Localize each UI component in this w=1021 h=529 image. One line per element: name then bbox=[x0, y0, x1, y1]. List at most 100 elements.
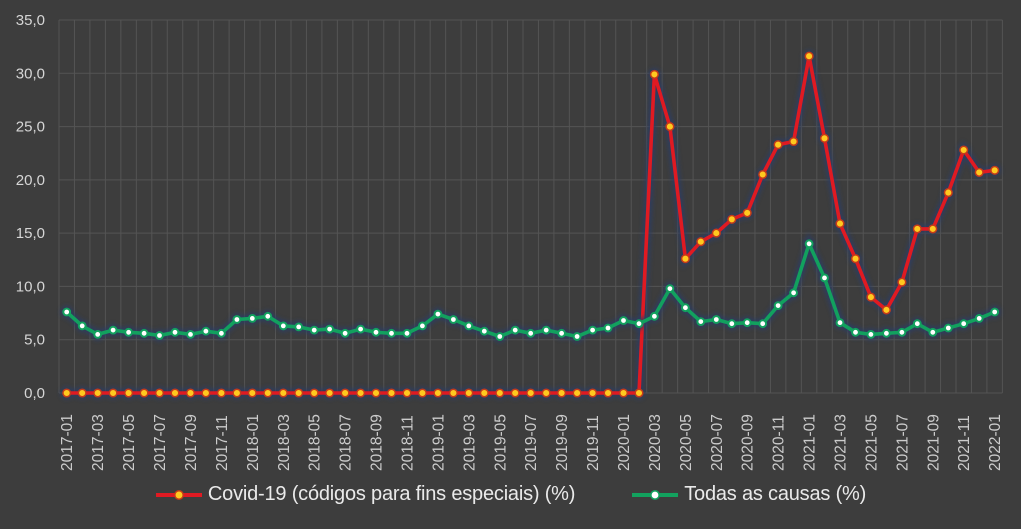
covid-series-marker[interactable] bbox=[835, 219, 845, 229]
covid-series-marker[interactable] bbox=[448, 388, 458, 398]
todas-series-marker[interactable] bbox=[820, 273, 829, 283]
todas-series-marker[interactable] bbox=[510, 325, 520, 335]
todas-series-marker[interactable] bbox=[557, 328, 566, 338]
todas-series-marker[interactable] bbox=[634, 319, 644, 329]
todas-series-marker[interactable] bbox=[572, 332, 582, 341]
covid-series-marker[interactable] bbox=[618, 388, 629, 398]
todas-series-marker[interactable] bbox=[139, 328, 149, 338]
todas-series-marker[interactable] bbox=[928, 327, 938, 337]
covid-series-marker[interactable] bbox=[402, 388, 412, 398]
covid-series-marker[interactable] bbox=[93, 388, 103, 398]
covid-series-marker[interactable] bbox=[928, 224, 938, 234]
covid-series-marker[interactable] bbox=[881, 305, 891, 315]
todas-series-marker[interactable] bbox=[77, 321, 87, 331]
covid-series-marker[interactable] bbox=[124, 388, 134, 398]
covid-series-marker[interactable] bbox=[139, 388, 149, 398]
todas-series-marker[interactable] bbox=[186, 330, 195, 339]
todas-series-marker[interactable] bbox=[402, 328, 412, 338]
covid-series-marker[interactable] bbox=[495, 388, 505, 398]
todas-series-marker[interactable] bbox=[959, 319, 969, 329]
todas-series-marker[interactable] bbox=[371, 327, 381, 337]
covid-series-marker[interactable] bbox=[356, 388, 366, 398]
todas-series-marker[interactable] bbox=[943, 323, 953, 333]
covid-series-marker[interactable] bbox=[294, 388, 304, 398]
covid-series-marker[interactable] bbox=[526, 388, 536, 398]
todas-series-marker[interactable] bbox=[990, 307, 1000, 317]
covid-series-marker[interactable] bbox=[185, 388, 196, 398]
covid-series-marker[interactable] bbox=[665, 122, 675, 132]
covid-series-marker[interactable] bbox=[340, 388, 350, 398]
todas-series-marker[interactable] bbox=[804, 239, 814, 249]
todas-series-marker[interactable] bbox=[526, 328, 536, 338]
covid-series-marker[interactable] bbox=[108, 388, 118, 398]
covid-series-marker[interactable] bbox=[263, 388, 273, 398]
covid-series-marker[interactable] bbox=[572, 388, 582, 398]
todas-series-marker[interactable] bbox=[449, 315, 458, 324]
todas-series-marker[interactable] bbox=[340, 328, 350, 338]
todas-series-marker[interactable] bbox=[278, 321, 288, 331]
covid-series-marker[interactable] bbox=[850, 254, 861, 264]
todas-series-marker[interactable] bbox=[217, 328, 226, 338]
todas-series-marker[interactable] bbox=[479, 326, 489, 336]
covid-series-marker[interactable] bbox=[649, 69, 659, 79]
covid-series-marker[interactable] bbox=[974, 167, 984, 177]
todas-series-marker[interactable] bbox=[495, 332, 505, 341]
todas-series-marker[interactable] bbox=[93, 330, 103, 339]
todas-series-marker[interactable] bbox=[108, 325, 118, 335]
todas-series-marker[interactable] bbox=[155, 331, 164, 340]
covid-series-marker[interactable] bbox=[479, 388, 489, 398]
todas-series-marker[interactable] bbox=[294, 322, 304, 332]
todas-series-marker[interactable] bbox=[727, 319, 737, 329]
todas-series-marker[interactable] bbox=[619, 316, 628, 325]
covid-series-marker[interactable] bbox=[541, 388, 551, 398]
covid-series-marker[interactable] bbox=[510, 388, 520, 398]
covid-series-marker[interactable] bbox=[897, 277, 907, 287]
covid-series-marker[interactable] bbox=[433, 388, 443, 398]
todas-series-marker[interactable] bbox=[650, 311, 659, 321]
legend-item-covid[interactable]: Covid-19 (códigos para fins especiais) (… bbox=[155, 483, 575, 506]
covid-series-marker[interactable] bbox=[417, 388, 427, 398]
todas-series-marker[interactable] bbox=[62, 307, 72, 317]
todas-series-marker[interactable] bbox=[263, 311, 273, 321]
todas-series-marker[interactable] bbox=[418, 321, 427, 331]
covid-series-marker[interactable] bbox=[278, 388, 288, 398]
todas-series-marker[interactable] bbox=[758, 319, 768, 329]
todas-series-marker[interactable] bbox=[882, 328, 891, 338]
todas-series-marker[interactable] bbox=[433, 309, 443, 319]
covid-series-marker[interactable] bbox=[201, 388, 211, 398]
todas-series-marker[interactable] bbox=[866, 330, 876, 339]
covid-series-marker[interactable] bbox=[386, 388, 397, 398]
covid-series-marker[interactable] bbox=[959, 145, 969, 155]
covid-series-marker[interactable] bbox=[325, 388, 335, 398]
todas-series-marker[interactable] bbox=[897, 327, 907, 337]
covid-series-marker[interactable] bbox=[789, 136, 799, 147]
covid-series-marker[interactable] bbox=[309, 388, 319, 398]
covid-series-marker[interactable] bbox=[912, 224, 922, 234]
covid-series-marker[interactable] bbox=[943, 188, 953, 198]
todas-series-marker[interactable] bbox=[711, 315, 721, 324]
covid-series-marker[interactable] bbox=[680, 254, 690, 264]
covid-series-marker[interactable] bbox=[371, 388, 381, 398]
covid-series-marker[interactable] bbox=[77, 388, 87, 398]
covid-series-marker[interactable] bbox=[819, 133, 830, 143]
todas-series-marker[interactable] bbox=[789, 288, 798, 298]
todas-series-marker[interactable] bbox=[974, 314, 984, 323]
todas-series-marker[interactable] bbox=[696, 317, 706, 327]
covid-series-marker[interactable] bbox=[588, 388, 598, 398]
todas-series-marker[interactable] bbox=[681, 303, 690, 313]
legend-item-todas[interactable]: Todas as causas (%) bbox=[631, 483, 866, 506]
todas-series-marker[interactable] bbox=[665, 284, 675, 294]
todas-series-marker[interactable] bbox=[603, 323, 613, 333]
covid-series-marker[interactable] bbox=[727, 214, 737, 224]
todas-series-marker[interactable] bbox=[464, 321, 474, 331]
covid-series-marker[interactable] bbox=[758, 169, 768, 180]
covid-series-marker[interactable] bbox=[62, 388, 72, 398]
covid-series-marker[interactable] bbox=[866, 292, 876, 302]
todas-series-marker[interactable] bbox=[170, 327, 180, 337]
covid-series-marker[interactable] bbox=[773, 140, 783, 150]
todas-series-marker[interactable] bbox=[387, 328, 396, 338]
todas-series-marker[interactable] bbox=[912, 319, 922, 329]
covid-series-marker[interactable] bbox=[634, 388, 644, 398]
covid-series-marker[interactable] bbox=[464, 388, 474, 398]
covid-series-marker[interactable] bbox=[742, 208, 752, 218]
